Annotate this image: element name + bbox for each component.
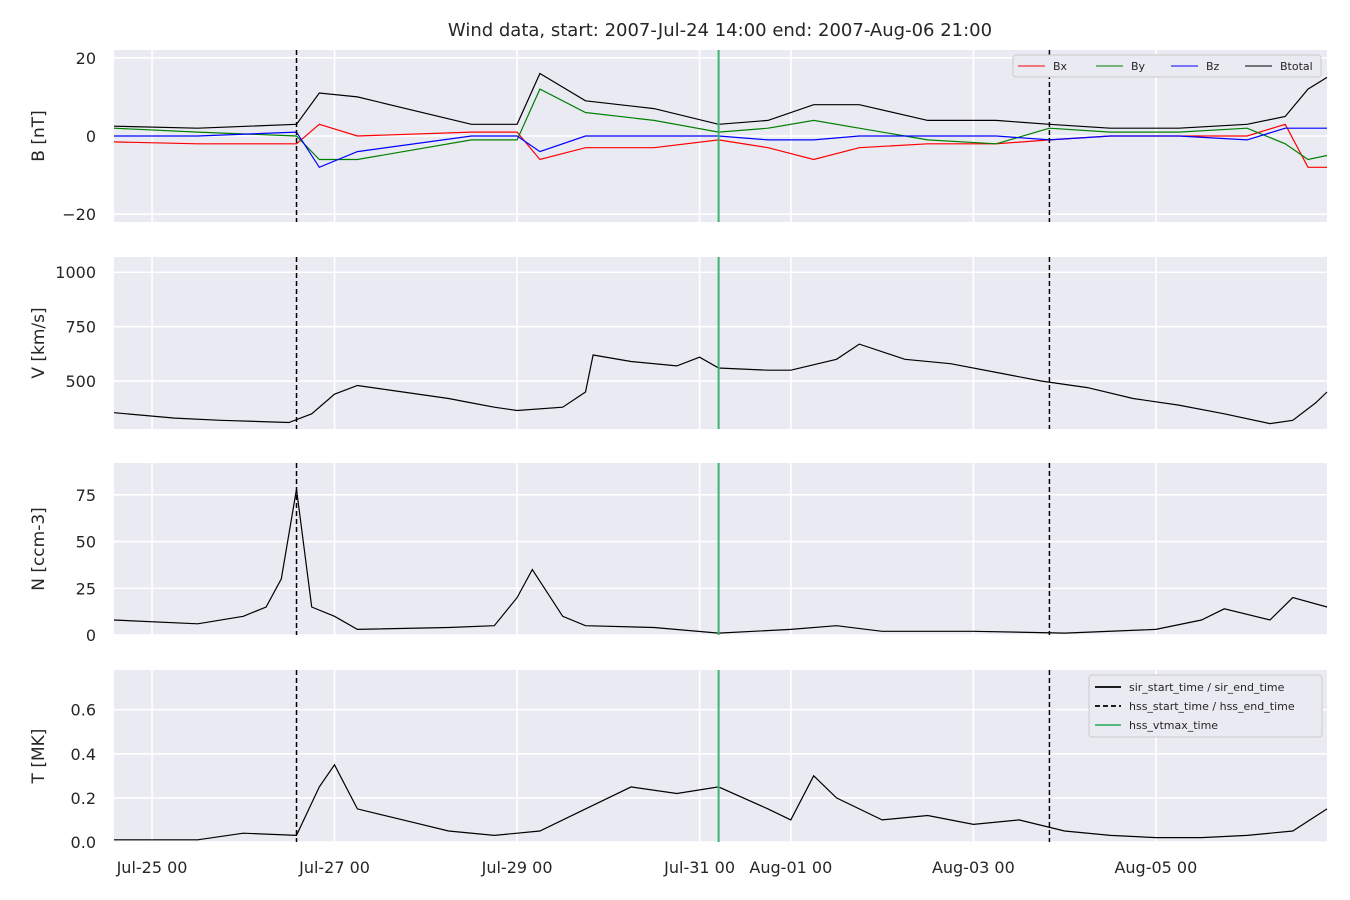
- plot-area: [114, 463, 1327, 635]
- y-tick-label: 0.6: [71, 701, 96, 720]
- panel-3: 75 50 25 0 N [ccm-3]: [29, 463, 1328, 645]
- legend-box: [1012, 54, 1322, 78]
- y-tick-label: 500: [65, 372, 96, 391]
- y-axis-label: V [km/s]: [29, 307, 49, 378]
- y-tick-label: 0: [86, 127, 96, 146]
- legend-label: Bx: [1053, 60, 1068, 73]
- y-tick-label: 0.2: [71, 789, 96, 808]
- legend-label: hss_vtmax_time: [1129, 719, 1218, 732]
- y-tick-label: 50: [76, 533, 96, 552]
- y-axis-label: T [MK]: [29, 729, 49, 785]
- x-tick-label: Jul-27 00: [298, 858, 370, 877]
- panel-4: 0.6 0.4 0.2 0.0 T [MK] sir_start_time / sir_e…: [29, 670, 1328, 852]
- series-line-bz: [114, 127, 1327, 169]
- y-tick-label: 20: [76, 49, 96, 68]
- y-tick-label: 1000: [55, 263, 96, 282]
- series-line-v: [113, 343, 1328, 425]
- legend-label: hss_start_time / hss_end_time: [1129, 700, 1295, 713]
- panel-1: 20 0 −20 B [nT] Bx By Bz Btotal: [29, 49, 1328, 224]
- y-axis-label: B [nT]: [29, 110, 49, 162]
- x-tick-label: Aug-03 00: [932, 858, 1015, 877]
- y-tick-label: 0.4: [71, 745, 96, 764]
- legend-label: Btotal: [1280, 60, 1313, 73]
- chart-title: Wind data, start: 2007-Jul-24 14:00 end:…: [448, 20, 992, 41]
- x-tick-label: Jul-25 00: [116, 858, 188, 877]
- y-tick-label: 0: [86, 626, 96, 645]
- x-tick-label: Jul-31 00: [663, 858, 735, 877]
- series-line-btotal: [113, 72, 1328, 129]
- series-line-by: [113, 88, 1328, 161]
- x-tick-label: Aug-01 00: [749, 858, 832, 877]
- plot-area: [114, 257, 1327, 429]
- legend-label: Bz: [1206, 60, 1220, 73]
- y-tick-label: 75: [76, 486, 96, 505]
- legend-label: sir_start_time / sir_end_time: [1129, 681, 1285, 694]
- x-tick-label: Jul-29 00: [481, 858, 553, 877]
- y-tick-label: 750: [65, 318, 96, 337]
- series-line-t: [114, 763, 1328, 841]
- y-tick-label: −20: [62, 205, 96, 224]
- series-line-bx: [113, 123, 1327, 168]
- legend-b: Bx By Bz Btotal: [1012, 54, 1322, 78]
- y-axis-label: N [ccm-3]: [29, 507, 49, 591]
- y-tick-label: 25: [76, 579, 96, 598]
- legend-box: [1088, 674, 1323, 738]
- series-line-n: [113, 489, 1328, 634]
- x-tick-label: Aug-05 00: [1114, 858, 1197, 877]
- legend-label: By: [1131, 60, 1146, 73]
- legend-events: sir_start_time / sir_end_time hss_start_t…: [1088, 674, 1323, 738]
- panel-2: 1000 750 500 V [km/s]: [29, 257, 1328, 429]
- y-tick-label: 0.0: [71, 833, 96, 852]
